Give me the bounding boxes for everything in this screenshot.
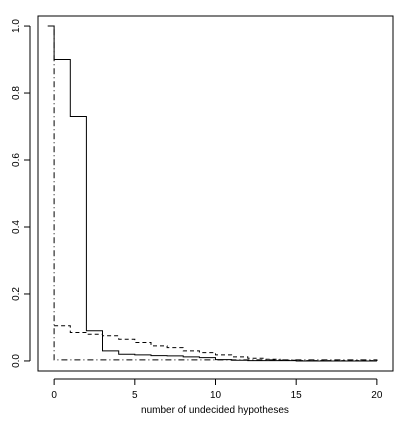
x-tick-label: 0 bbox=[51, 390, 57, 401]
x-axis: 0 5 10 15 20 bbox=[51, 378, 383, 401]
y-tick-label: 0.4 bbox=[11, 220, 22, 234]
series-line-1-solid bbox=[47, 25, 377, 362]
y-tick-label: 0.8 bbox=[11, 86, 22, 100]
x-tick-label: 15 bbox=[291, 390, 303, 401]
x-tick-label: 20 bbox=[371, 390, 383, 401]
plot-frame bbox=[37, 15, 394, 372]
series-line-3-dotdash bbox=[53, 25, 378, 361]
y-tick-label: 1.0 bbox=[11, 19, 22, 33]
series-line-2-dashed bbox=[54, 325, 378, 362]
y-tick-label: 0.0 bbox=[11, 354, 22, 368]
series-layer bbox=[47, 25, 378, 362]
y-axis: 0.0 0.2 0.4 0.6 0.8 1.0 bbox=[11, 19, 31, 368]
x-tick-label: 5 bbox=[132, 390, 138, 401]
x-tick-label: 10 bbox=[210, 390, 222, 401]
y-tick-label: 0.6 bbox=[11, 153, 22, 167]
x-axis-label: number of undecided hypotheses bbox=[141, 405, 289, 416]
y-tick-label: 0.2 bbox=[11, 287, 22, 301]
